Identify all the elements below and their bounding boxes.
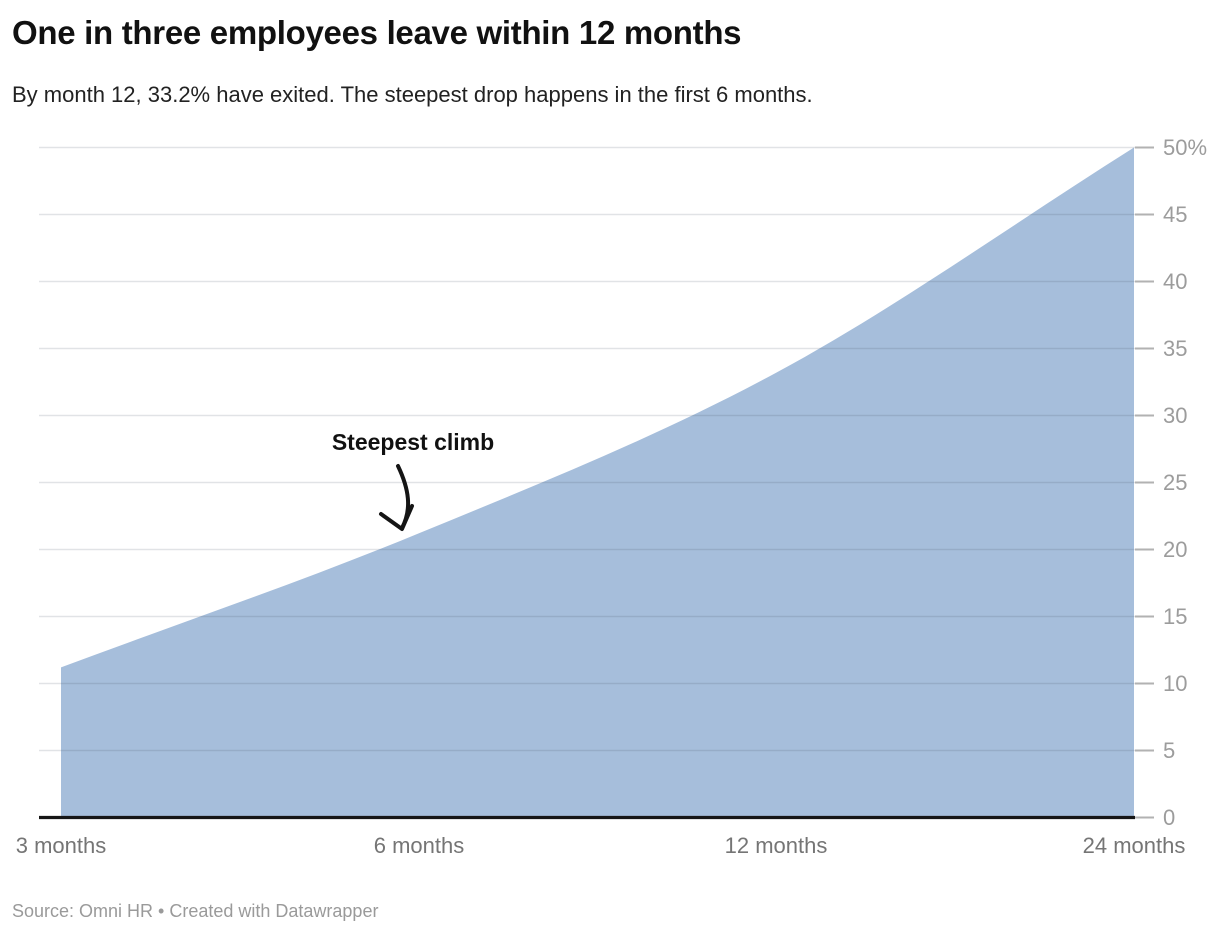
y-axis-label: 10 bbox=[1163, 670, 1188, 696]
x-axis-label: 12 months bbox=[724, 833, 828, 858]
y-axis-label: 30 bbox=[1163, 402, 1188, 428]
y-axis-label: 15 bbox=[1163, 603, 1188, 629]
y-axis-label: 20 bbox=[1163, 536, 1188, 562]
y-axis-label: 50% bbox=[1163, 134, 1208, 160]
area-series bbox=[61, 147, 1134, 818]
annotation-arrowhead bbox=[379, 504, 414, 531]
annotation-label: Steepest climb bbox=[331, 429, 495, 455]
x-axis-label: 3 months bbox=[15, 833, 107, 858]
y-axis-label: 45 bbox=[1163, 201, 1188, 227]
y-axis-label: 40 bbox=[1163, 268, 1188, 294]
y-axis-label: 35 bbox=[1163, 335, 1188, 361]
x-axis-label: 24 months bbox=[1082, 833, 1186, 858]
source-attribution: Source: Omni HR • Created with Datawrapp… bbox=[12, 901, 379, 921]
chart-subtitle: By month 12, 33.2% have exited. The stee… bbox=[12, 82, 813, 107]
y-axis-label: 0 bbox=[1163, 804, 1176, 830]
chart-title: One in three employees leave within 12 m… bbox=[12, 14, 742, 51]
y-axis-label: 25 bbox=[1163, 469, 1188, 495]
y-axis-label: 5 bbox=[1163, 737, 1176, 763]
x-axis-label: 6 months bbox=[373, 833, 465, 858]
